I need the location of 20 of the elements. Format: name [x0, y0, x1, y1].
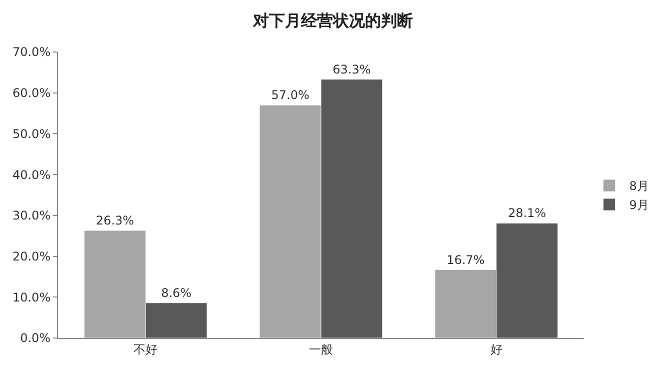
legend-label: 9月 [629, 198, 649, 212]
y-tick-label: 70.0% [12, 45, 51, 60]
y-tick-label: 40.0% [12, 168, 51, 182]
y-tick-label: 20.0% [12, 249, 51, 264]
data-label: 26.3% [96, 214, 134, 228]
y-tick-label: 10.0% [12, 290, 51, 304]
data-label: 16.7% [446, 252, 485, 267]
chart-title: 对下月经营状况的判断 [252, 11, 413, 30]
data-label: 63.3% [332, 62, 371, 76]
x-tick-label: 不好 [134, 342, 158, 356]
y-tick-label: 50.0% [12, 126, 51, 141]
legend-label: 8月 [629, 179, 649, 194]
x-tick-label: 好 [490, 342, 502, 356]
y-tick-label: 60.0% [12, 86, 51, 100]
data-label: 57.0% [271, 88, 310, 102]
y-tick-label: 0.0% [20, 331, 51, 346]
y-tick-label: 30.0% [12, 208, 51, 223]
data-label: 8.6% [161, 286, 192, 300]
x-tick-label: 一般 [309, 342, 333, 356]
data-label: 28.1% [508, 206, 546, 220]
